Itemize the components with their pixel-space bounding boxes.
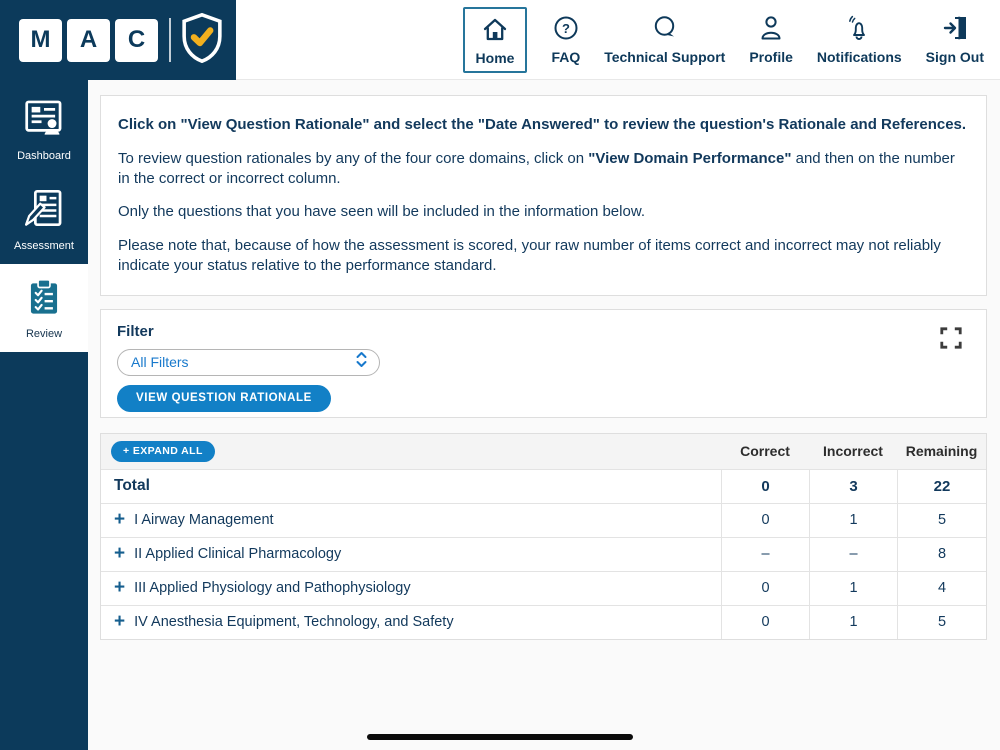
logo-letter-c: C <box>115 18 158 62</box>
expand-plus-icon[interactable]: + <box>114 542 126 564</box>
row-label: + IV Anesthesia Equipment, Technology, an… <box>101 606 721 639</box>
table-row-applied-physiology-pathophysiology[interactable]: + III Applied Physiology and Pathophysiol… <box>101 570 986 605</box>
incorrect-value[interactable]: – <box>809 537 897 571</box>
domain-name: III Applied Physiology and Pathophysiolo… <box>134 580 411 597</box>
incorrect-value[interactable]: 1 <box>809 571 897 605</box>
instructions-card: Click on "View Question Rationale" and s… <box>100 95 987 296</box>
correct-value[interactable]: 0 <box>721 503 809 537</box>
expand-plus-icon[interactable]: + <box>114 610 126 632</box>
logo-divider <box>169 18 171 62</box>
door-exit-icon <box>941 15 969 46</box>
instructions-paragraph-2: To review question rationales by any of … <box>118 149 969 189</box>
expand-all-button[interactable]: + EXPAND ALL <box>111 440 215 462</box>
instructions-paragraph-4: Please note that, because of how the ass… <box>118 237 941 274</box>
remaining-value: 4 <box>897 571 986 605</box>
filter-card: Filter All Filters VIEW QUESTION RATIONA… <box>100 308 987 418</box>
nav-item-technical-support[interactable]: Technical Support <box>604 15 725 65</box>
table-row-airway-management[interactable]: + I Airway Management 0 1 5 <box>101 502 986 537</box>
instructions-paragraph-3: Only the questions that you have seen wi… <box>118 203 645 221</box>
fullscreen-button[interactable] <box>938 324 964 355</box>
home-indicator-bar[interactable] <box>367 734 633 740</box>
filters-dropdown-value: All Filters <box>131 354 189 371</box>
domain-name: I Airway Management <box>134 512 274 529</box>
total-remaining-value: 22 <box>897 469 986 503</box>
instructions-paragraph-1: Click on "View Question Rationale" and s… <box>118 116 967 133</box>
row-label: + I Airway Management <box>101 504 721 537</box>
svg-text:?: ? <box>562 21 570 36</box>
top-navigation: Home ? FAQ Technical Support <box>236 0 1000 79</box>
sidebar-item-review[interactable]: Review <box>0 264 88 352</box>
logo-letter-a: A <box>67 18 110 62</box>
shield-check-icon <box>180 12 224 68</box>
table-header-row: + EXPAND ALL Correct Incorrect Remaining <box>101 433 986 469</box>
remaining-value: 5 <box>897 605 986 639</box>
nav-item-sign-out[interactable]: Sign Out <box>926 15 984 65</box>
total-incorrect-value: 3 <box>809 469 897 503</box>
correct-value[interactable]: – <box>721 537 809 571</box>
top-header: M A C Home ? <box>0 0 1000 80</box>
domain-performance-table: + EXPAND ALL Correct Incorrect Remaining… <box>100 432 987 640</box>
nav-item-profile[interactable]: Profile <box>749 15 793 65</box>
correct-value[interactable]: 0 <box>721 571 809 605</box>
nav-label: Sign Out <box>925 48 984 65</box>
nav-item-notifications[interactable]: Notifications <box>817 15 902 65</box>
row-label: Total <box>114 477 150 495</box>
nav-label: Technical Support <box>604 48 726 65</box>
left-sidebar: Dashboard Assessment Review <box>0 80 88 750</box>
main-content: Click on "View Question Rationale" and s… <box>88 80 1000 750</box>
column-header-correct: Correct <box>740 443 790 460</box>
question-circle-icon: ? <box>553 15 579 46</box>
domain-name: II Applied Clinical Pharmacology <box>134 546 342 563</box>
nav-label: Notifications <box>816 48 902 65</box>
remaining-value: 5 <box>897 503 986 537</box>
row-label: + II Applied Clinical Pharmacology <box>101 538 721 571</box>
instructions-text: To review question rationales by any of … <box>118 149 589 167</box>
chat-bubble-icon <box>651 15 679 46</box>
dashboard-icon <box>23 98 65 143</box>
sidebar-item-assessment[interactable]: Assessment <box>0 174 88 264</box>
correct-value[interactable]: 0 <box>721 605 809 639</box>
sidebar-item-label: Review <box>25 328 63 340</box>
home-icon <box>481 16 509 47</box>
assessment-icon <box>23 188 65 233</box>
logo-letter-m: M <box>19 18 62 62</box>
unfold-chevrons-icon <box>355 351 368 373</box>
sidebar-item-label: Assessment <box>14 240 74 252</box>
nav-label: Home <box>475 49 515 66</box>
fullscreen-icon <box>938 327 964 355</box>
remaining-value: 8 <box>897 537 986 571</box>
review-clipboard-icon <box>25 278 63 321</box>
domain-name: IV Anesthesia Equipment, Technology, and… <box>134 614 454 631</box>
incorrect-value[interactable]: 1 <box>809 605 897 639</box>
total-correct-value: 0 <box>721 469 809 503</box>
sidebar-item-dashboard[interactable]: Dashboard <box>0 80 88 174</box>
column-header-remaining: Remaining <box>905 443 978 460</box>
instructions-bold-text: "View Domain Performance" <box>588 149 792 167</box>
filter-title: Filter <box>117 322 154 340</box>
table-row-applied-clinical-pharmacology[interactable]: + II Applied Clinical Pharmacology – – 8 <box>101 536 986 571</box>
row-label: + III Applied Physiology and Pathophysiol… <box>101 572 721 605</box>
filters-dropdown[interactable]: All Filters <box>117 348 380 376</box>
table-row-anesthesia-equipment-technology-safety[interactable]: + IV Anesthesia Equipment, Technology, an… <box>101 604 986 639</box>
bell-icon <box>845 15 873 46</box>
incorrect-value[interactable]: 1 <box>809 503 897 537</box>
person-icon <box>758 15 784 46</box>
view-question-rationale-button[interactable]: VIEW QUESTION RATIONALE <box>117 384 331 412</box>
expand-plus-icon[interactable]: + <box>114 508 126 530</box>
expand-plus-icon[interactable]: + <box>114 576 126 598</box>
app-logo: M A C <box>0 0 236 80</box>
nav-item-home[interactable]: Home <box>462 6 528 73</box>
nav-item-faq[interactable]: ? FAQ <box>551 15 580 65</box>
instructions-text: and then on the number in the correct or… <box>118 149 955 187</box>
sidebar-item-label: Dashboard <box>17 150 71 162</box>
table-row-total: Total 0 3 22 <box>101 468 986 503</box>
nav-label: Profile <box>749 48 793 65</box>
column-header-incorrect: Incorrect <box>823 443 883 460</box>
nav-label: FAQ <box>551 48 581 65</box>
